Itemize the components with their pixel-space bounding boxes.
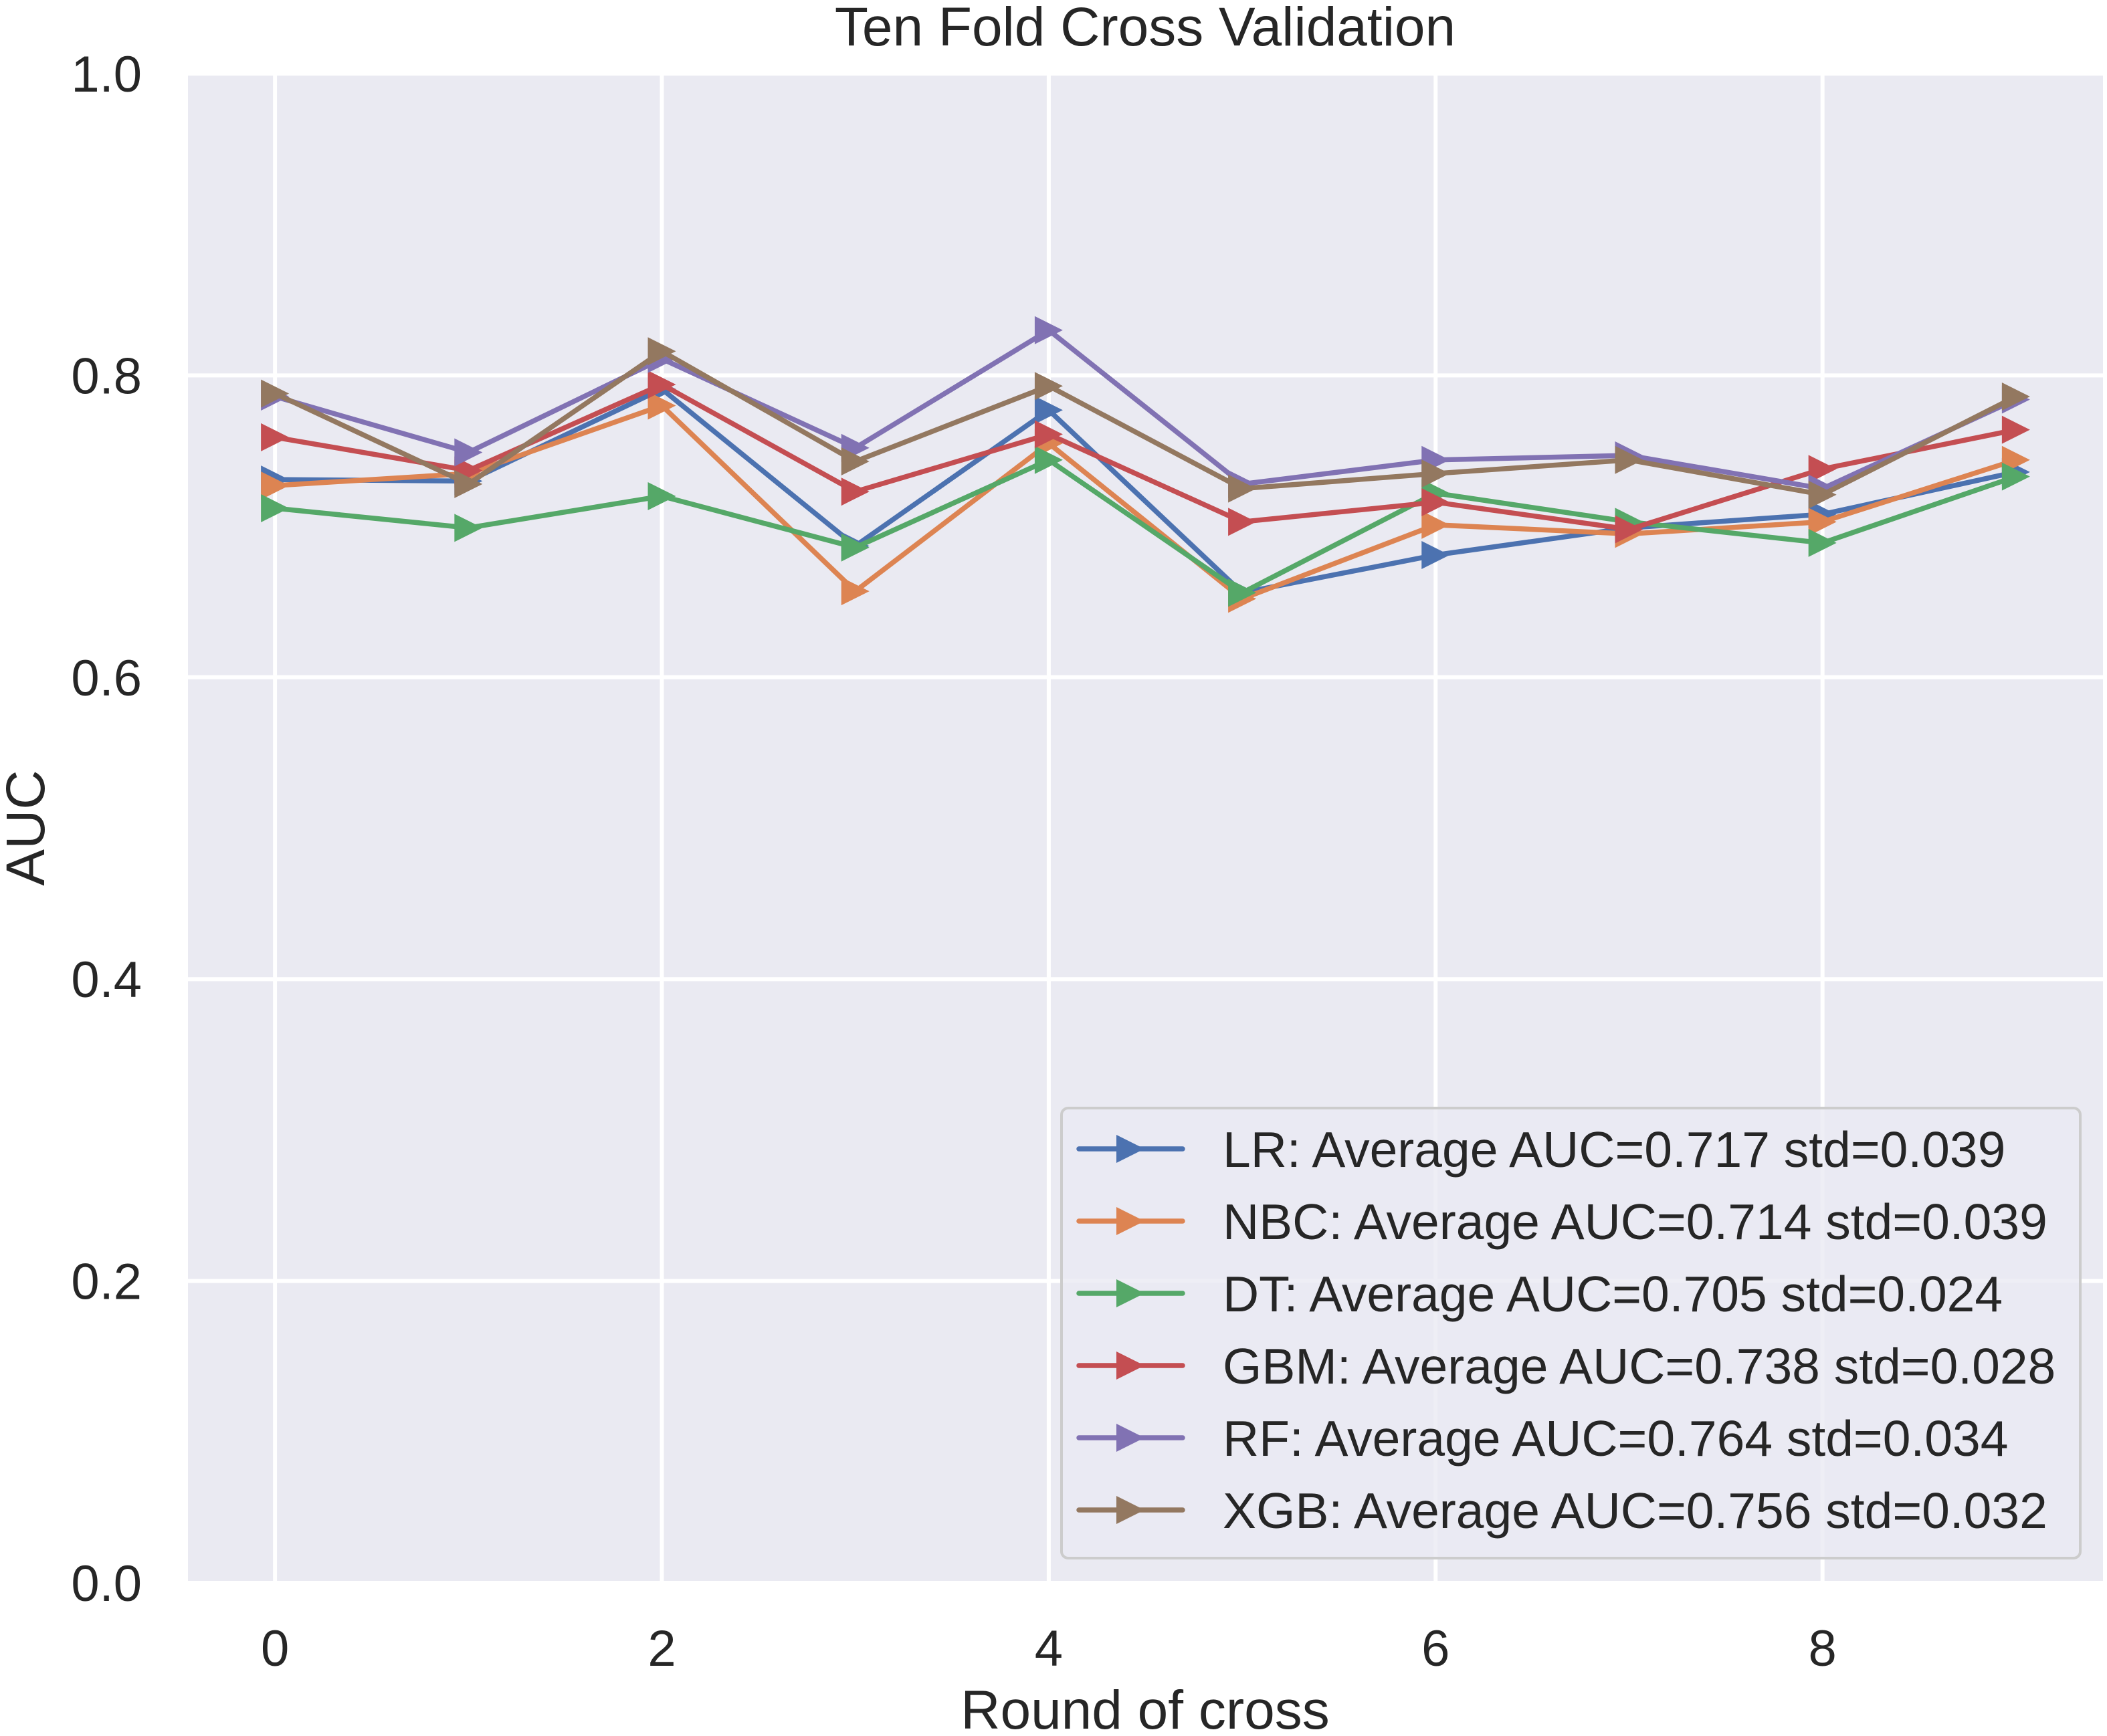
y-tick-label: 0.0 — [71, 1555, 142, 1612]
x-tick-label: 4 — [1035, 1620, 1063, 1677]
legend-entry-nbc: NBC: Average AUC=0.714 std=0.039 — [1076, 1194, 2047, 1250]
data-point-gbm-9 — [2001, 415, 2030, 444]
data-point-gbm-4 — [1034, 420, 1063, 449]
data-point-dt-9 — [2001, 462, 2030, 491]
data-point-nbc-3 — [841, 577, 870, 606]
legend: LR: Average AUC=0.717 std=0.039 NBC: Aver… — [1060, 1107, 2082, 1559]
data-point-dt-5 — [1228, 578, 1257, 607]
series-layer — [261, 316, 2030, 613]
series-line-dt — [272, 457, 2019, 596]
data-point-xgb-8 — [1808, 480, 1837, 509]
x-tick-label: 8 — [1809, 1620, 1837, 1677]
data-point-gbm-8 — [1808, 455, 1837, 483]
x-tick-label: 6 — [1421, 1620, 1449, 1677]
data-point-gbm-3 — [841, 477, 870, 506]
data-point-dt-8 — [1808, 528, 1837, 557]
legend-marker-nbc — [1116, 1207, 1144, 1235]
legend-frame — [1060, 1107, 2082, 1559]
legend-label-lr: LR: Average AUC=0.717 std=0.039 — [1223, 1121, 2005, 1178]
data-point-nbc-8 — [1808, 508, 1837, 536]
legend-label-gbm: GBM: Average AUC=0.738 std=0.028 — [1223, 1338, 2055, 1394]
legend-marker-lr — [1116, 1135, 1144, 1163]
series-gbm — [261, 370, 2030, 544]
data-point-xgb-6 — [1421, 459, 1450, 488]
legend-entry-rf: RF: Average AUC=0.764 std=0.034 — [1076, 1410, 2008, 1467]
legend-label-nbc: NBC: Average AUC=0.714 std=0.039 — [1223, 1194, 2047, 1250]
y-axis-label: AUC — [0, 770, 56, 885]
data-point-rf-1 — [454, 438, 483, 467]
series-line-rf — [272, 327, 2019, 492]
y-tick-label: 0.2 — [71, 1254, 142, 1311]
legend-marker-dt — [1116, 1279, 1144, 1307]
legend-marker-xgb — [1116, 1496, 1144, 1524]
data-point-xgb-1 — [454, 469, 483, 498]
data-point-dt-3 — [841, 533, 870, 562]
legend-label-xgb: XGB: Average AUC=0.756 std=0.032 — [1223, 1483, 2047, 1539]
series-line-lr — [272, 386, 2019, 596]
legend-entry-lr: LR: Average AUC=0.717 std=0.039 — [1076, 1121, 2005, 1178]
data-point-xgb-3 — [841, 447, 870, 476]
data-point-xgb-5 — [1228, 474, 1257, 503]
legend-label-rf: RF: Average AUC=0.764 std=0.034 — [1223, 1410, 2008, 1467]
data-point-rf-4 — [1034, 316, 1063, 344]
x-tick-label: 0 — [261, 1620, 289, 1677]
x-axis-label: Round of cross — [961, 1680, 1330, 1736]
legend-entry-gbm: GBM: Average AUC=0.738 std=0.028 — [1076, 1338, 2055, 1394]
chart-title: Ten Fold Cross Validation — [835, 0, 1456, 58]
legend-label-dt: DT: Average AUC=0.705 std=0.024 — [1223, 1266, 2003, 1322]
data-point-gbm-6 — [1421, 487, 1450, 516]
series-xgb — [261, 337, 2030, 509]
data-point-gbm-2 — [647, 370, 676, 399]
y-axis-tick-labels: 0.0 0.2 0.4 0.6 0.8 1.0 — [71, 46, 142, 1612]
data-point-xgb-2 — [647, 337, 676, 366]
data-point-xgb-9 — [2001, 382, 2030, 411]
data-point-nbc-6 — [1421, 510, 1450, 539]
legend-entries: LR: Average AUC=0.717 std=0.039 NBC: Aver… — [1076, 1121, 2055, 1539]
data-point-dt-2 — [647, 481, 676, 510]
data-point-gbm-5 — [1228, 508, 1257, 536]
y-tick-label: 0.4 — [71, 952, 142, 1008]
legend-entry-dt: DT: Average AUC=0.705 std=0.024 — [1076, 1266, 2003, 1322]
legend-entry-xgb: XGB: Average AUC=0.756 std=0.032 — [1076, 1483, 2047, 1539]
legend-marker-rf — [1116, 1424, 1144, 1452]
y-tick-label: 1.0 — [71, 46, 142, 103]
data-point-gbm-0 — [261, 423, 290, 451]
series-line-nbc — [272, 403, 2019, 602]
data-point-xgb-7 — [1615, 445, 1643, 474]
data-point-lr-6 — [1421, 540, 1450, 569]
data-point-xgb-0 — [261, 379, 290, 408]
y-tick-label: 0.6 — [71, 650, 142, 707]
data-point-gbm-7 — [1615, 515, 1643, 544]
data-point-nbc-0 — [261, 471, 290, 500]
data-point-nbc-2 — [647, 391, 676, 420]
data-point-dt-0 — [261, 494, 290, 523]
legend-marker-gbm — [1116, 1351, 1144, 1380]
series-line-xgb — [272, 348, 2019, 498]
data-point-xgb-4 — [1034, 372, 1063, 401]
data-point-dt-4 — [1034, 445, 1063, 474]
series-line-gbm — [272, 382, 2019, 532]
data-point-dt-1 — [454, 514, 483, 542]
x-tick-label: 2 — [647, 1620, 676, 1677]
y-tick-label: 0.8 — [71, 348, 142, 405]
x-axis-tick-labels: 0 2 4 6 8 — [261, 1620, 1837, 1677]
data-point-lr-4 — [1034, 396, 1063, 425]
